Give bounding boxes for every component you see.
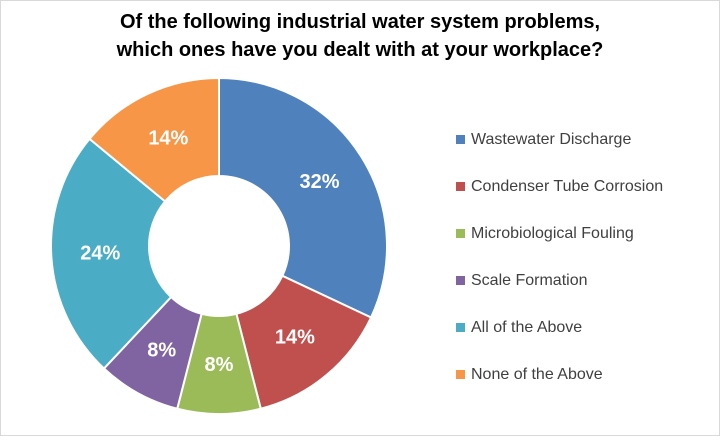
data-label-none-of-the-above: 14% xyxy=(148,127,188,149)
legend-label: Wastewater Discharge xyxy=(471,130,632,148)
legend-label: All of the Above xyxy=(471,318,583,336)
legend-label: None of the Above xyxy=(471,365,603,383)
legend-label: Microbiological Fouling xyxy=(471,224,634,242)
legend-item-wastewater-discharge: Wastewater Discharge xyxy=(456,116,663,163)
legend-item-scale-formation: Scale Formation xyxy=(456,257,663,304)
chart-title-line-1: Of the following industrial water system… xyxy=(119,11,601,33)
legend-swatch xyxy=(456,370,465,379)
legend-swatch xyxy=(456,323,465,332)
data-label-condenser-tube-corrosion: 14% xyxy=(275,327,315,349)
slice-wastewater-discharge xyxy=(218,76,388,319)
data-label-scale-formation: 8% xyxy=(147,339,176,361)
legend-swatch xyxy=(456,229,465,238)
data-label-all-of-the-above: 24% xyxy=(80,242,120,264)
chart-title-line-2: which ones have you dealt with at your w… xyxy=(116,39,604,61)
chart-title: Of the following industrial water system… xyxy=(0,8,720,64)
legend-label: Scale Formation xyxy=(471,271,588,289)
slice-all-of-the-above xyxy=(50,137,173,370)
legend-label: Condenser Tube Corrosion xyxy=(471,177,664,195)
legend-item-all-of-the-above: All of the Above xyxy=(456,304,663,351)
legend-item-microbiological-fouling: Microbiological Fouling xyxy=(456,210,663,257)
legend-swatch xyxy=(456,182,465,191)
data-label-wastewater-discharge: 32% xyxy=(299,171,339,193)
legend: Wastewater Discharge Condenser Tube Corro… xyxy=(456,116,663,398)
legend-item-none-of-the-above: None of the Above xyxy=(456,351,663,398)
legend-item-condenser-tube-corrosion: Condenser Tube Corrosion xyxy=(456,163,663,210)
legend-swatch xyxy=(456,276,465,285)
data-label-microbiological-fouling: 8% xyxy=(205,354,234,376)
data-labels: 32% 14% 8% 8% 24% 14% xyxy=(80,127,339,376)
slice-condenser-tube-corrosion xyxy=(235,274,373,410)
legend-swatch xyxy=(456,135,465,144)
slice-none-of-the-above xyxy=(88,76,220,203)
donut-slices xyxy=(50,76,388,415)
